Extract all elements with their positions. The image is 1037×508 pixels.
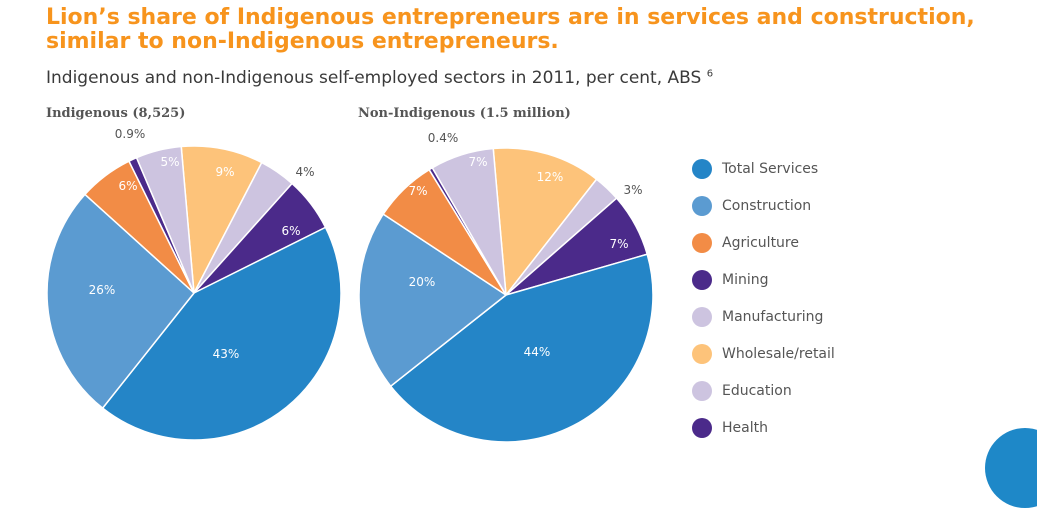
title-line-2: similar to non-Indigenous entrepreneurs. — [46, 29, 559, 54]
pie-title-non-indigenous: Non-Indigenous (1.5 million) — [358, 106, 571, 121]
legend-item-health: Health — [692, 409, 835, 446]
data-label-health: 6% — [281, 224, 300, 238]
legend-swatch — [692, 343, 712, 364]
data-label-wholesale-retail: 9% — [215, 165, 234, 179]
legend-item-education: Education — [692, 372, 835, 409]
pie-title-indigenous: Indigenous (8,525) — [46, 106, 186, 121]
legend-item-manufacturing: Manufacturing — [692, 298, 835, 335]
data-label-mining: 0.9% — [115, 127, 146, 141]
data-label-total-services: 44% — [524, 345, 551, 359]
legend-item-total-services: Total Services — [692, 150, 835, 187]
data-label-health: 7% — [609, 237, 628, 251]
legend-label: Wholesale/retail — [722, 345, 835, 362]
data-label-wholesale-retail: 12% — [537, 170, 564, 184]
legend-swatch — [692, 269, 712, 290]
data-label-manufacturing: 7% — [468, 155, 487, 169]
title-line-1: Lion’s share of Indigenous entrepreneurs… — [46, 5, 975, 30]
legend-item-agriculture: Agriculture — [692, 224, 835, 261]
data-label-construction: 26% — [89, 283, 116, 297]
data-label-agriculture: 6% — [118, 179, 137, 193]
legend-label: Mining — [722, 271, 769, 288]
data-label-total-services: 43% — [213, 347, 240, 361]
legend-item-construction: Construction — [692, 187, 835, 224]
legend-swatch — [692, 158, 712, 179]
legend-swatch — [692, 195, 712, 216]
pie-slice-construction — [358, 213, 508, 388]
pie-slice-manufacturing — [431, 147, 507, 296]
subtitle-text: Indigenous and non-Indigenous self-emplo… — [46, 68, 702, 88]
data-label-education: 3% — [623, 183, 642, 197]
pie-indigenous: 43% 26% 6% 0.9% 5% 9% 4% 6% — [46, 127, 342, 441]
pie-non-indigenous: 44% 20% 7% 0.4% 7% 12% 3% 7% — [358, 131, 654, 443]
legend-label: Education — [722, 382, 792, 399]
legend-swatch — [692, 380, 712, 401]
pie-slice-wholesale-retail — [492, 147, 598, 297]
legend-swatch — [692, 306, 712, 327]
data-label-education: 4% — [295, 165, 314, 179]
chart-legend: Total Services Construction Agriculture Min… — [692, 150, 835, 446]
pie-slice-wholesale-retail — [180, 145, 263, 296]
subtitle-reference: 6 — [706, 68, 714, 80]
pie-slice-construction — [46, 193, 196, 410]
pie-slice-total-services — [389, 253, 654, 443]
legend-label: Manufacturing — [722, 308, 824, 325]
legend-item-wholesale-retail: Wholesale/retail — [692, 335, 835, 372]
legend-label: Agriculture — [722, 234, 799, 251]
legend-swatch — [692, 417, 712, 438]
pie-charts: 43% 26% 6% 0.9% 5% 9% 4% 6% 44% 20% 7% 0.4% 7% 12% 3%… — [46, 127, 654, 443]
legend-swatch — [692, 232, 712, 253]
legend-label: Total Services — [722, 160, 819, 177]
chart-title: Lion’s share of Indigenous entrepreneurs… — [46, 6, 1006, 54]
legend-label: Construction — [722, 197, 812, 214]
chart-subtitle: Indigenous and non-Indigenous self-emplo… — [46, 68, 713, 88]
pie-slice-manufacturing — [135, 145, 195, 294]
data-label-manufacturing: 5% — [160, 155, 179, 169]
data-label-construction: 20% — [409, 275, 436, 289]
legend-label: Health — [722, 419, 768, 436]
pie-slice-total-services — [101, 226, 342, 441]
legend-item-mining: Mining — [692, 261, 835, 298]
data-label-agriculture: 7% — [408, 184, 427, 198]
data-label-mining: 0.4% — [428, 131, 459, 145]
